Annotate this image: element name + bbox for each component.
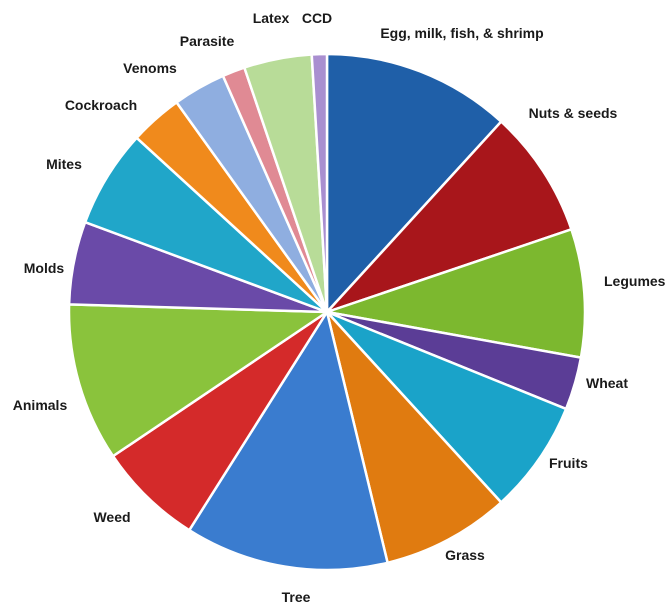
slice-label-tree: Tree	[282, 589, 311, 605]
pie-slice-ccd	[310, 52, 329, 314]
slice-label-weed: Weed	[93, 509, 130, 525]
slice-label-wheat: Wheat	[586, 375, 628, 391]
pie-slice-fruits	[325, 310, 568, 504]
slice-label-ccd: CCD	[302, 10, 332, 26]
pie-slice-animals	[67, 303, 329, 458]
slice-label-animals: Animals	[13, 397, 68, 413]
pie-slice-nuts-seeds	[325, 120, 573, 314]
pie-slice-grass	[325, 310, 503, 565]
slice-label-parasite: Parasite	[180, 33, 235, 49]
pie-slice-tree	[188, 310, 389, 572]
slice-label-cockroach: Cockroach	[65, 97, 137, 113]
slice-label-legumes: Legumes	[604, 273, 666, 289]
pie-labels: Egg, milk, fish, & shrimp Nuts & seeds Leg…	[13, 10, 666, 605]
pie-slices	[67, 52, 587, 572]
slice-label-grass: Grass	[445, 547, 485, 563]
pie-slice-egg-milk-fish-shrimp	[325, 52, 503, 314]
slice-label-latex: Latex	[253, 10, 290, 26]
slice-label-mites: Mites	[46, 156, 82, 172]
slice-label-nuts-seeds: Nuts & seeds	[529, 105, 618, 121]
pie-slice-legumes	[325, 228, 587, 359]
slice-label-fruits: Fruits	[549, 455, 588, 471]
slice-label-molds: Molds	[24, 260, 65, 276]
slice-label-egg-milk-fish-shrimp: Egg, milk, fish, & shrimp	[380, 25, 543, 41]
slice-label-venoms: Venoms	[123, 60, 177, 76]
